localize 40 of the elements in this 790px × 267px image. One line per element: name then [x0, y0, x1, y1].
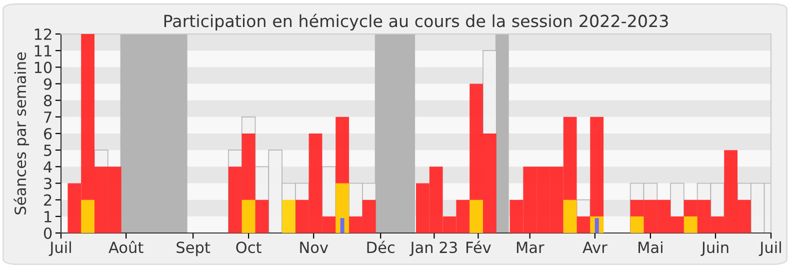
bar — [470, 200, 483, 233]
x-tick-label: Mai — [638, 241, 662, 254]
bar — [563, 200, 577, 233]
bar — [81, 200, 94, 233]
x-tick-label: Oct — [236, 242, 262, 254]
x-tick-label: Juil — [48, 241, 71, 256]
x-tick-label: Août — [108, 240, 144, 254]
x-tick-label: Sept — [176, 242, 210, 256]
x-tick-label: Mar — [516, 242, 544, 254]
y-tick-label: 11 — [34, 45, 52, 56]
y-tick-label: 5 — [44, 144, 52, 156]
bar — [255, 200, 269, 233]
bar — [594, 218, 599, 233]
y-tick-label: 9 — [44, 78, 52, 90]
bar — [282, 200, 296, 233]
x-tick-label: Juil — [758, 241, 781, 256]
y-tick-label: 0 — [44, 227, 52, 240]
y-tick-label: 12 — [34, 28, 52, 40]
y-tick-label: 3 — [44, 178, 52, 190]
bar — [340, 218, 344, 233]
x-tick-label: Fév — [466, 240, 491, 254]
y-tick-label: 1 — [44, 211, 52, 222]
bar — [684, 216, 698, 233]
bar — [576, 216, 590, 233]
y-axis-title: Séances par semaine — [14, 52, 30, 214]
y-tick-label: 4 — [44, 161, 52, 172]
x-tick-label: Jan 23 — [409, 242, 457, 256]
chart-title: Participation en hémicycle au cours de la session 2022-2023 — [164, 14, 668, 31]
bar — [242, 200, 256, 233]
x-tick-label: Nov — [300, 242, 328, 254]
x-tick-label: Juin — [700, 241, 728, 256]
y-tick-label: 8 — [44, 94, 52, 106]
x-tick-label: Déc — [367, 240, 394, 254]
x-tick-label: Avr — [582, 242, 608, 253]
bar — [336, 183, 350, 233]
y-tick-label: 7 — [44, 112, 52, 123]
bar — [630, 216, 644, 233]
y-tick-label: 10 — [34, 62, 52, 74]
y-tick-label: 2 — [44, 194, 52, 206]
y-tick-label: 6 — [44, 128, 52, 140]
